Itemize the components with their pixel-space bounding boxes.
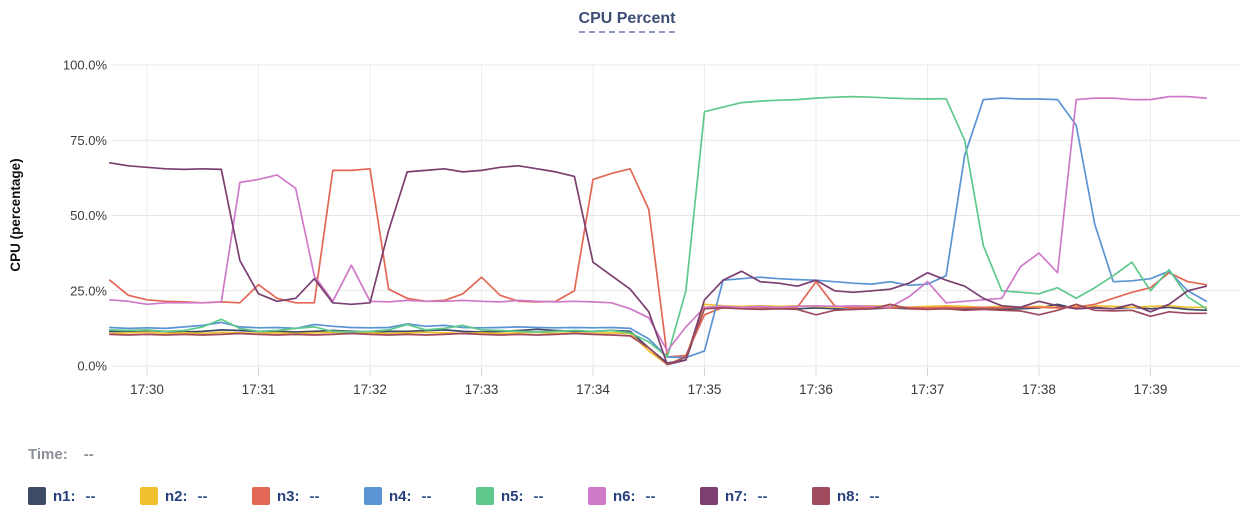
- legend-label: n2:: [165, 487, 188, 505]
- legend-item-n7[interactable]: n7: --: [700, 487, 812, 505]
- x-tick-label: 17:31: [242, 382, 276, 397]
- legend-swatch-n8: [812, 487, 830, 505]
- chart-legend: n1: -- n2: -- n3: -- n4: -- n5: -- n6: -- n7: -- n8: --: [28, 485, 924, 507]
- legend-swatch-n2: [140, 487, 158, 505]
- series-line-n8: [108, 303, 1208, 366]
- x-tick-label: 17:33: [465, 382, 499, 397]
- legend-value: --: [197, 487, 208, 505]
- x-tick-label: 17:36: [799, 382, 833, 397]
- x-tick-label: 17:35: [688, 382, 722, 397]
- series-line-n5: [108, 95, 1208, 358]
- legend-value: --: [645, 487, 656, 505]
- legend-value: --: [421, 487, 432, 505]
- series-line-n6: [108, 95, 1208, 352]
- y-tick-label: 75.0%: [70, 133, 107, 148]
- y-tick-label: 25.0%: [70, 283, 107, 298]
- x-tick-label: 17:39: [1134, 382, 1168, 397]
- cpu-line-chart[interactable]: 100.0% 75.0% 50.0% 25.0% 0.0% 17:30 17:31 17:32…: [0, 0, 1254, 420]
- legend-swatch-n1: [28, 487, 46, 505]
- legend-item-n2[interactable]: n2: --: [140, 487, 252, 505]
- legend-label: n6:: [613, 487, 636, 505]
- series-line-n7: [108, 161, 1208, 366]
- time-row: Time: --: [28, 446, 94, 463]
- chart-title-row: CPU Percent: [0, 10, 1254, 33]
- legend-swatch-n6: [588, 487, 606, 505]
- legend-swatch-n3: [252, 487, 270, 505]
- legend-swatch-n4: [364, 487, 382, 505]
- legend-value: --: [85, 487, 96, 505]
- time-value: --: [83, 446, 94, 463]
- legend-item-n8[interactable]: n8: --: [812, 487, 924, 505]
- legend-item-n3[interactable]: n3: --: [252, 487, 364, 505]
- series-line-n4: [108, 97, 1208, 359]
- y-tick-label: 50.0%: [70, 208, 107, 223]
- legend-item-n1[interactable]: n1: --: [28, 487, 140, 505]
- legend-value: --: [309, 487, 320, 505]
- legend-value: --: [533, 487, 544, 505]
- x-tick-label: 17:37: [911, 382, 945, 397]
- legend-label: n1:: [53, 487, 76, 505]
- chart-title[interactable]: CPU Percent: [578, 10, 676, 33]
- x-tick-label: 17:34: [576, 382, 610, 397]
- legend-swatch-n5: [476, 487, 494, 505]
- legend-label: n7:: [725, 487, 748, 505]
- x-tick-label: 17:30: [130, 382, 164, 397]
- legend-value: --: [869, 487, 880, 505]
- y-axis-label: CPU (percentage): [8, 158, 23, 271]
- legend-label: n3:: [277, 487, 300, 505]
- series-line-n3: [108, 167, 1208, 358]
- y-tick-label: 0.0%: [77, 359, 107, 374]
- legend-item-n5[interactable]: n5: --: [476, 487, 588, 505]
- x-tick-label: 17:38: [1022, 382, 1056, 397]
- x-tick-label: 17:32: [353, 382, 387, 397]
- time-label: Time:: [28, 446, 68, 463]
- legend-label: n8:: [837, 487, 860, 505]
- legend-item-n6[interactable]: n6: --: [588, 487, 700, 505]
- legend-label: n4:: [389, 487, 412, 505]
- legend-label: n5:: [501, 487, 524, 505]
- legend-value: --: [757, 487, 768, 505]
- legend-item-n4[interactable]: n4: --: [364, 487, 476, 505]
- y-tick-label: 100.0%: [63, 58, 108, 73]
- legend-swatch-n7: [700, 487, 718, 505]
